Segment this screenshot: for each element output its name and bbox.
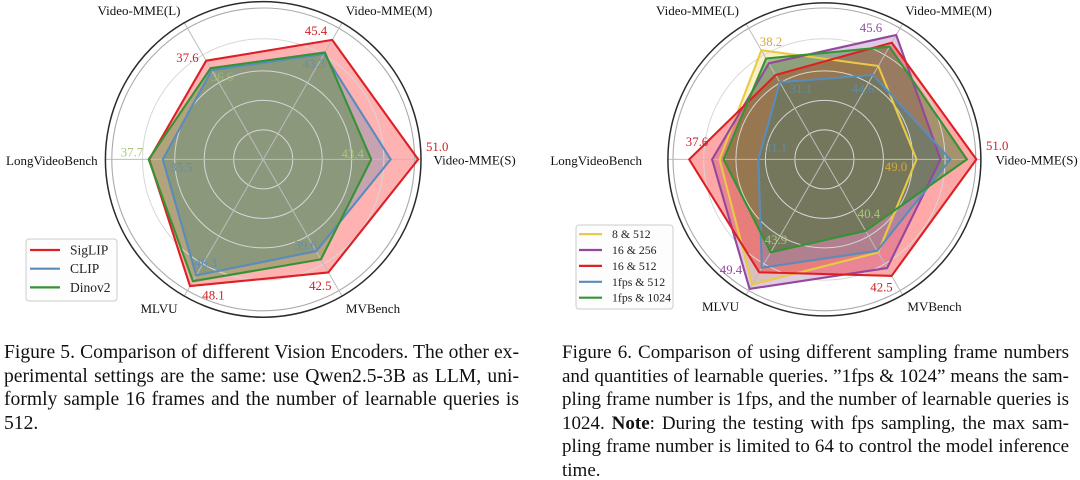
svg-text:Video-MME(S): Video-MME(S) [434, 153, 516, 168]
svg-text:16 & 512: 16 & 512 [612, 259, 657, 273]
svg-text:LongVideoBench: LongVideoBench [6, 153, 98, 168]
svg-text:Video-MME(L): Video-MME(L) [656, 3, 739, 18]
svg-text:1fps & 512: 1fps & 512 [612, 275, 665, 289]
svg-text:31.1: 31.1 [765, 141, 787, 155]
svg-text:37.6: 37.6 [176, 51, 199, 65]
svg-text:Video-MME(M): Video-MME(M) [905, 3, 992, 18]
svg-text:1fps & 1024: 1fps & 1024 [612, 291, 671, 305]
svg-text:46.3: 46.3 [195, 256, 217, 270]
svg-text:43.9: 43.9 [765, 233, 787, 247]
svg-text:40.4: 40.4 [858, 207, 881, 221]
svg-text:MLVU: MLVU [140, 301, 178, 316]
svg-text:LongVideoBench: LongVideoBench [550, 153, 642, 168]
svg-text:MLVU: MLVU [702, 299, 740, 314]
svg-text:36.6: 36.6 [211, 70, 234, 84]
svg-text:Dinov2: Dinov2 [70, 280, 111, 295]
svg-text:16 & 256: 16 & 256 [612, 243, 657, 257]
svg-text:43.4: 43.4 [341, 147, 364, 161]
svg-text:43.3: 43.3 [303, 57, 325, 71]
svg-text:51.0: 51.0 [986, 139, 1008, 153]
svg-text:35.5: 35.5 [170, 161, 192, 175]
svg-text:45.4: 45.4 [305, 24, 328, 38]
svg-text:8 & 512: 8 & 512 [612, 227, 651, 241]
svg-text:Video-MME(L): Video-MME(L) [98, 3, 181, 18]
svg-text:45.6: 45.6 [860, 21, 883, 35]
svg-text:MVBench: MVBench [907, 299, 962, 314]
svg-text:37.7: 37.7 [121, 146, 144, 160]
svg-text:48.1: 48.1 [202, 289, 224, 303]
svg-text:49.4: 49.4 [720, 263, 743, 277]
svg-text:31.1: 31.1 [790, 82, 812, 96]
svg-text:38.2: 38.2 [760, 35, 782, 49]
svg-text:44.6: 44.6 [852, 82, 875, 96]
svg-text:51.0: 51.0 [426, 140, 448, 154]
svg-text:Video-MME(M): Video-MME(M) [346, 3, 433, 18]
svg-text:MVBench: MVBench [346, 301, 401, 316]
svg-text:42.5: 42.5 [309, 279, 331, 293]
svg-text:49.0: 49.0 [885, 160, 907, 174]
svg-text:Video-MME(S): Video-MME(S) [996, 153, 1078, 168]
svg-text:37.6: 37.6 [686, 135, 709, 149]
svg-text:39.6: 39.6 [294, 239, 317, 253]
svg-text:42.5: 42.5 [870, 281, 892, 295]
svg-text:CLIP: CLIP [70, 261, 99, 276]
svg-text:SigLIP: SigLIP [70, 243, 108, 258]
